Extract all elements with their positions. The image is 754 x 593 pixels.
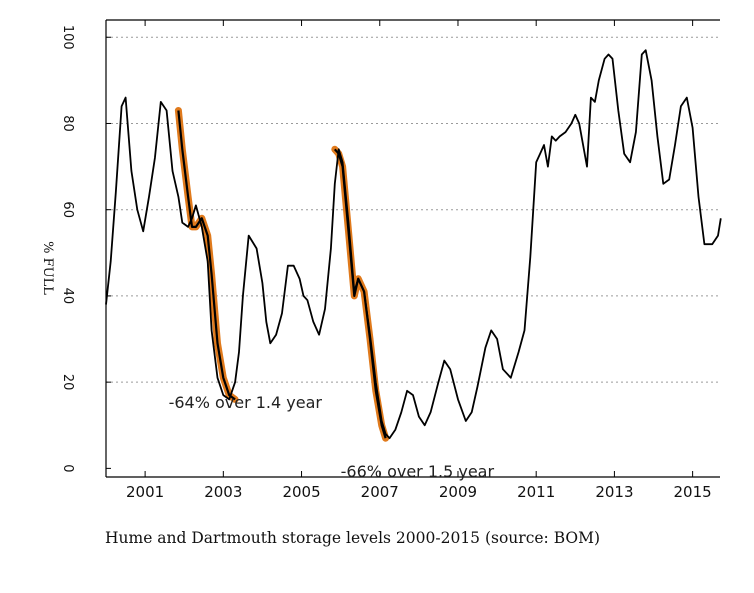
y-tick-label: 80 — [60, 115, 75, 132]
x-tick-label: 2013 — [595, 483, 633, 501]
x-tick-label: 2007 — [361, 483, 399, 501]
y-tick-label: 40 — [60, 288, 75, 305]
x-tick-label: 2003 — [204, 483, 242, 501]
x-tick-label: 2005 — [282, 483, 320, 501]
axes — [105, 19, 720, 478]
series-lines — [105, 49, 722, 440]
x-tick-labels: 2001 2003 2005 2007 2009 2011 2013 2015 — [126, 483, 712, 501]
x-tick-label: 2001 — [126, 483, 164, 501]
figure-caption: Hume and Dartmouth storage levels 2000-2… — [105, 529, 601, 547]
x-tick-label: 2015 — [674, 483, 712, 501]
gridlines — [106, 36, 720, 383]
annotation-1: -66% over 1.5 year — [341, 462, 495, 481]
annotation-0: -64% over 1.4 year — [169, 393, 323, 412]
y-tick-label: 0 — [60, 464, 75, 472]
y-axis-label: % FULL — [40, 241, 55, 295]
highlight-core-1 — [177, 110, 236, 401]
x-tick-label: 2009 — [439, 483, 477, 501]
y-tick-labels: 0 20 40 60 80 100 — [60, 25, 75, 473]
y-tick-label: 20 — [60, 374, 75, 391]
y-tick-label: 100 — [60, 25, 75, 50]
series-line — [105, 49, 722, 440]
highlight-core-2 — [333, 148, 387, 439]
highlight-segments — [174, 107, 390, 442]
annotations: -64% over 1.4 year -66% over 1.5 year — [169, 393, 495, 481]
y-tick-label: 60 — [60, 201, 75, 218]
x-tick-label: 2011 — [517, 483, 555, 501]
